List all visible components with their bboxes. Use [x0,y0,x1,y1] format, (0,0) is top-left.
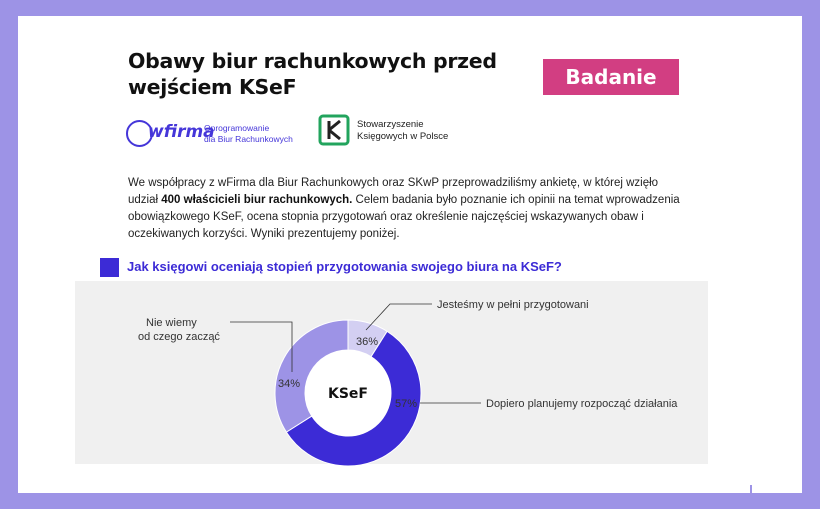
badanie-badge: Badanie [543,59,679,95]
question-marker [100,258,119,277]
intro-part1: We współpracy z wFirma dla Biur Rachunko… [128,177,659,206]
skwp-line1: Stowarzyszenie [357,119,424,130]
wfirma-subtitle-line2: dla Biur Rachunkowych [204,134,293,144]
skwp-logo: Stowarzyszenie Księgowych w Polsce [318,114,488,148]
skwp-logo-text: Stowarzyszenie Księgowych w Polsce [357,119,487,143]
intro-paragraph: We współpracy z wFirma dla Biur Rachunko… [128,175,688,243]
skwp-line2: Księgowych w Polsce [357,131,449,142]
scroll-tick [750,485,752,493]
chart-question: Jak księgowi oceniają stopień przygotowa… [127,259,562,274]
chart-background [75,281,708,464]
page-title: Obawy biur rachunkowych przed wejściem K… [128,49,497,99]
intro-bold: 400 właścicieli biur rachunkowych. [161,194,353,206]
intro-part2: Celem badania było poznanie ich opinii n… [128,194,680,240]
skwp-logo-icon [318,114,350,146]
wfirma-subtitle-line1: Oprogramowanie [204,123,270,133]
wfirma-logo-subtitle: Oprogramowanie dla Biur Rachunkowych [204,123,314,145]
wfirma-logo: wfirma Oprogramowanie dla Biur Rachunkow… [126,118,306,150]
wfirma-logo-name: wfirma [148,122,215,142]
wfirma-logo-icon [126,120,153,147]
